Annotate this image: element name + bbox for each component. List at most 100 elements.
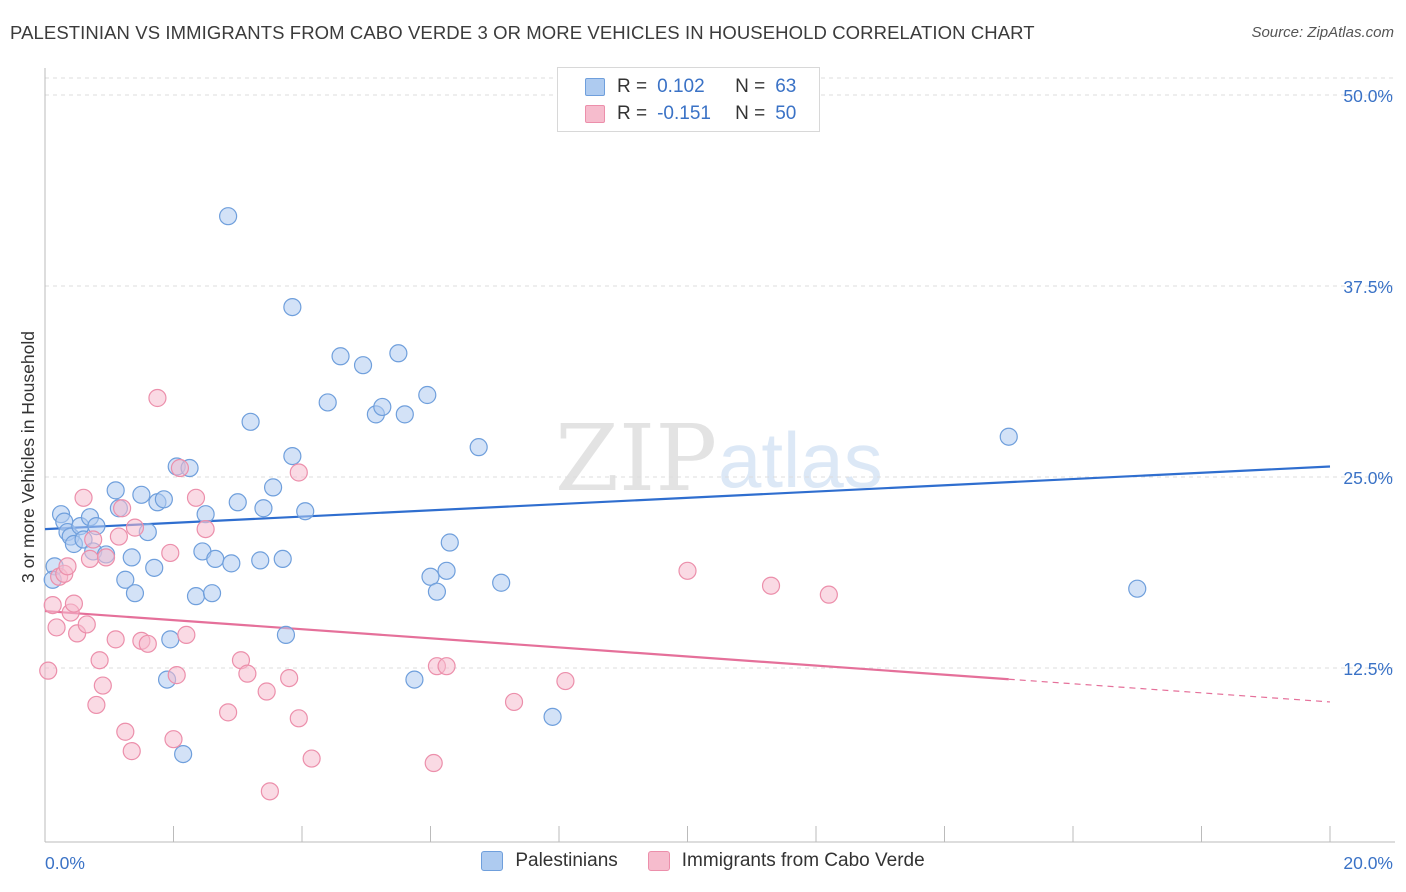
cabo-verde-point xyxy=(437,657,456,676)
palestinian-point xyxy=(254,499,273,518)
cabo-verde-point xyxy=(64,594,84,613)
palestinian-point xyxy=(543,707,562,726)
cabo-verde-point xyxy=(47,618,66,637)
cabo-verde-point xyxy=(164,730,183,749)
cabo-verde-point xyxy=(289,463,308,482)
palestinian-point xyxy=(125,584,145,603)
palestinian-point xyxy=(1128,579,1147,598)
palestinian-point xyxy=(186,587,206,606)
legend-r-value-1: 0.102 xyxy=(657,76,705,97)
palestinian-point xyxy=(273,549,292,569)
y-tick-label: 50.0% xyxy=(1343,86,1393,106)
palestinian-point xyxy=(999,427,1018,446)
cabo-verde-point xyxy=(161,543,180,563)
cabo-verde-point xyxy=(177,625,196,644)
legend-swatch-pink xyxy=(585,105,605,123)
trend-line-palestinians xyxy=(44,465,1331,531)
palestinian-point xyxy=(219,207,238,226)
palestinian-point xyxy=(174,744,193,764)
cabo-verde-point xyxy=(112,499,132,518)
legend-row-cabo-verde: R = -0.151 N = 50 xyxy=(585,102,796,126)
palestinian-point xyxy=(296,502,315,521)
palestinian-point xyxy=(440,533,459,552)
cabo-verde-point xyxy=(93,676,112,695)
cabo-verde-point xyxy=(96,548,116,567)
palestinian-point xyxy=(116,570,135,589)
cabo-verde-point xyxy=(80,549,100,569)
legend-r-label-2: R = xyxy=(617,103,648,124)
legend-n-label-1: N = xyxy=(735,76,766,97)
cabo-verde-point xyxy=(148,388,167,408)
y-tick-label: 37.5% xyxy=(1343,277,1393,297)
legend-swatch-blue xyxy=(585,78,605,96)
legend-n-value-2: 50 xyxy=(775,103,797,124)
x-tick-label: 0.0% xyxy=(45,853,85,873)
cabo-verde-point xyxy=(138,634,157,653)
legend-item-palestinians: Palestinians xyxy=(481,850,618,872)
trend-line-cabo-verde-extension xyxy=(1008,678,1331,703)
cabo-verde-point xyxy=(74,488,93,507)
cabo-verde-point xyxy=(84,530,103,549)
watermark-atlas: atlas xyxy=(718,416,883,504)
correlation-legend: R = 0.102 N = 63 R = -0.151 N = 50 xyxy=(557,67,820,132)
legend-swatch-cabo-verde xyxy=(647,851,670,871)
source-label: Source: ZipAtlas.com xyxy=(1251,24,1394,41)
palestinian-point xyxy=(228,493,247,512)
palestinian-point xyxy=(405,670,424,689)
legend-label-palestinians: Palestinians xyxy=(515,850,618,871)
cabo-verde-point xyxy=(58,557,77,576)
cabo-verde-point xyxy=(238,664,257,683)
palestinian-point xyxy=(276,625,296,644)
palestinian-point xyxy=(251,551,270,570)
cabo-verde-point xyxy=(257,682,276,701)
palestinian-point xyxy=(206,549,225,569)
y-axis-label: 3 or more Vehicles in Household xyxy=(18,331,38,583)
palestinian-point xyxy=(318,393,337,412)
series-legend: Palestinians Immigrants from Cabo Verde xyxy=(0,850,1406,872)
legend-item-cabo-verde: Immigrants from Cabo Verde xyxy=(647,850,925,872)
palestinian-point xyxy=(263,478,283,497)
cabo-verde-point xyxy=(170,458,190,478)
cabo-verde-point xyxy=(122,742,141,761)
palestinian-point xyxy=(283,446,302,466)
legend-label-cabo-verde: Immigrants from Cabo Verde xyxy=(681,850,925,871)
cabo-verde-point xyxy=(761,576,781,595)
legend-swatch-palestinians xyxy=(481,851,504,871)
cabo-verde-point xyxy=(196,519,215,539)
cabo-verde-point xyxy=(280,668,299,688)
palestinian-point xyxy=(395,405,414,424)
palestinian-point xyxy=(283,297,302,317)
palestinian-point xyxy=(145,558,164,577)
chart-title: PALESTINIAN VS IMMIGRANTS FROM CABO VERD… xyxy=(10,22,1035,43)
cabo-verde-point xyxy=(125,518,145,537)
legend-row-palestinians: R = 0.102 N = 63 xyxy=(585,75,796,99)
y-tick-label: 25.0% xyxy=(1343,468,1393,488)
cabo-verde-point xyxy=(504,692,524,712)
cabo-verde-point xyxy=(302,749,321,768)
palestinian-point xyxy=(154,490,173,509)
legend-n-value-1: 63 xyxy=(775,76,797,97)
cabo-verde-point xyxy=(186,488,206,507)
palestinian-point xyxy=(427,582,447,601)
cabo-verde-point xyxy=(39,661,58,680)
palestinian-point xyxy=(222,554,241,573)
palestinian-point xyxy=(331,347,350,366)
x-tick-label: 20.0% xyxy=(1343,853,1393,873)
palestinian-point xyxy=(106,481,125,500)
palestinian-point xyxy=(353,356,373,375)
cabo-verde-point xyxy=(106,630,125,649)
palestinian-point xyxy=(241,412,260,431)
cabo-verde-point xyxy=(87,695,106,715)
cabo-verde-point xyxy=(109,527,128,546)
palestinian-point xyxy=(492,573,511,592)
cabo-verde-point xyxy=(556,671,575,691)
palestinian-point xyxy=(469,438,488,457)
cabo-verde-point xyxy=(116,722,135,741)
palestinian-point xyxy=(437,561,456,580)
legend-n-label-2: N = xyxy=(735,103,766,124)
palestinian-point xyxy=(161,630,180,649)
palestinian-point xyxy=(132,485,151,504)
legend-r-label-1: R = xyxy=(617,76,648,97)
watermark-zip: ZIP xyxy=(555,405,717,512)
